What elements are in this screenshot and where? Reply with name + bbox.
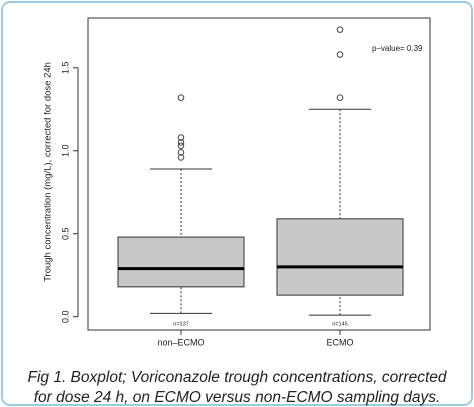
outlier xyxy=(177,139,185,146)
outlier xyxy=(336,26,344,33)
plot-frame xyxy=(87,17,431,331)
x-tick-label: non–ECMO xyxy=(157,337,204,347)
caption-line: Fig 1. Boxplot; Voriconazole trough conc… xyxy=(27,369,447,386)
n-label: n=137 xyxy=(173,321,188,327)
y-tick-label: 0.0 xyxy=(60,310,70,323)
outlier xyxy=(177,142,185,150)
outlier xyxy=(177,94,185,101)
outlier xyxy=(336,94,344,101)
x-tick-label: ECMO xyxy=(327,337,354,347)
y-tick-label: 0.5 xyxy=(60,227,70,240)
outlier xyxy=(177,134,185,141)
box xyxy=(276,218,404,296)
outlier xyxy=(177,154,185,161)
y-tick-label: 1.5 xyxy=(60,62,70,75)
caption-line: for dose 24 h, on ECMO versus non-ECMO s… xyxy=(34,389,441,406)
box xyxy=(117,236,245,288)
n-label: n=145 xyxy=(332,321,347,327)
y-tick-label: 1.0 xyxy=(60,145,70,158)
annotation: p–value= 0.39 xyxy=(372,44,423,53)
y-axis-label: Trough concentration (mg/L), corrected f… xyxy=(43,62,54,282)
outlier xyxy=(177,149,185,156)
outlier xyxy=(336,51,344,58)
